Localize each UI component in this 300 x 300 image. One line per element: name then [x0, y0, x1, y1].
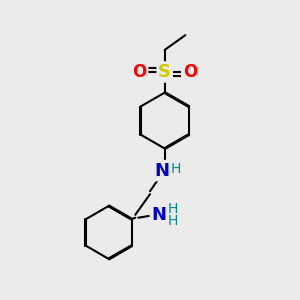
Text: H: H [171, 162, 181, 176]
Text: N: N [151, 206, 166, 224]
Text: N: N [154, 162, 169, 180]
Text: H: H [168, 202, 178, 216]
Text: S: S [158, 63, 171, 81]
Text: H: H [168, 214, 178, 228]
Text: O: O [183, 63, 197, 81]
Text: O: O [133, 63, 147, 81]
